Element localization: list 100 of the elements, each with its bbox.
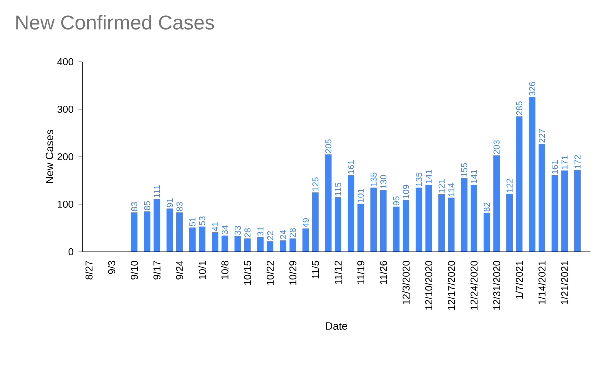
x-tick-label: 9/17 [153,261,161,280]
data-label: 22 [267,231,274,240]
bar [257,237,264,252]
data-label: 205 [326,140,332,154]
x-tick-label: 9/24 [176,260,184,280]
bar [529,97,536,252]
x-tick-label: 12/3/2020 [402,261,410,304]
data-label: 85 [144,201,150,210]
data-label: 31 [258,227,264,236]
bar [438,194,446,252]
x-tick-label: 12/24/2020 [470,261,478,310]
bar [302,228,310,252]
x-tick-label: 12/31/2020 [493,261,501,310]
x-tick-label: 11/26 [380,261,388,284]
bar [461,178,468,252]
x-tick-label: 9/3 [108,261,116,274]
bar [484,213,490,252]
bar [335,197,342,252]
bar [552,176,558,252]
data-label: 141 [426,170,432,184]
data-label: 109 [403,185,410,199]
bar [189,228,196,252]
bar [416,188,422,252]
x-tick-label: 1/7/2021 [516,261,524,299]
data-label: 227 [539,129,546,143]
bar [370,188,378,252]
x-tick-label: 12/17/2020 [448,261,456,310]
data-label: 49 [302,218,309,228]
data-label: 203 [494,140,500,154]
data-label: 91 [166,198,174,208]
bar [325,154,332,252]
data-label: 122 [506,179,513,192]
x-tick-label: 11/19 [357,261,365,284]
bar [516,116,523,252]
data-label: 95 [393,196,400,206]
bar [380,190,387,252]
data-label: 171 [562,156,568,170]
y-tick-label: 400 [58,58,74,66]
x-tick-label: 9/10 [130,261,138,280]
data-label: 125 [312,178,319,192]
bar [426,185,432,252]
bar [166,208,174,252]
data-label: 285 [516,102,523,116]
data-label: 115 [335,182,342,196]
bar [448,198,455,252]
bar [222,236,228,252]
data-label: 172 [574,155,581,169]
x-tick-label: 10/8 [221,261,229,280]
bar [470,185,478,252]
data-label: 41 [212,222,218,232]
y-axis-title: New Cases [46,130,54,184]
bar [154,199,160,252]
data-label: 114 [448,183,455,196]
data-label: 28 [290,228,296,238]
data-label: 326 [529,82,536,96]
x-tick-label: 11/12 [334,261,342,284]
data-label: 51 [190,218,196,226]
y-tick-label: 200 [58,153,74,161]
data-label: 111 [154,186,160,198]
data-label: 135 [416,172,422,186]
y-tick-label: 0 [68,248,74,256]
y-tick-label: 100 [58,200,74,208]
data-label: 161 [348,160,354,174]
data-label: 121 [438,180,445,193]
bar [244,238,251,252]
bar [494,156,500,252]
bar [212,232,219,252]
data-label: 141 [471,170,478,184]
data-label: 161 [552,160,558,174]
data-label: 34 [222,226,228,235]
data-label: 101 [358,189,364,202]
data-label: 155 [461,163,468,177]
bar [290,238,296,252]
data-label: 53 [199,216,206,226]
x-tick-label: 11/5 [312,261,320,279]
bar [144,212,151,252]
x-tick-label: 1/14/2021 [538,261,546,304]
x-tick-label: 10/29 [289,261,297,285]
bar [176,212,183,252]
x-tick-label: 10/15 [244,261,252,285]
x-tick-label: 12/10/2020 [425,261,433,310]
bar [199,226,206,252]
data-label: 135 [370,172,377,186]
bar [574,170,581,252]
y-tick-label: 300 [58,106,74,114]
bar [131,212,138,252]
x-tick-label: 8/27 [85,261,93,280]
data-label: 83 [176,202,183,212]
bar [393,206,400,252]
bar [348,176,354,252]
bar [402,200,410,252]
data-label: 83 [131,202,138,212]
bar [280,240,287,252]
chart-title: New Confirmed Cases [16,15,214,30]
bar [506,194,514,252]
bar [358,204,364,252]
bar [538,144,546,252]
x-tick-label: 1/21/2021 [561,261,568,304]
data-label: 24 [280,230,286,240]
bar [267,242,274,252]
